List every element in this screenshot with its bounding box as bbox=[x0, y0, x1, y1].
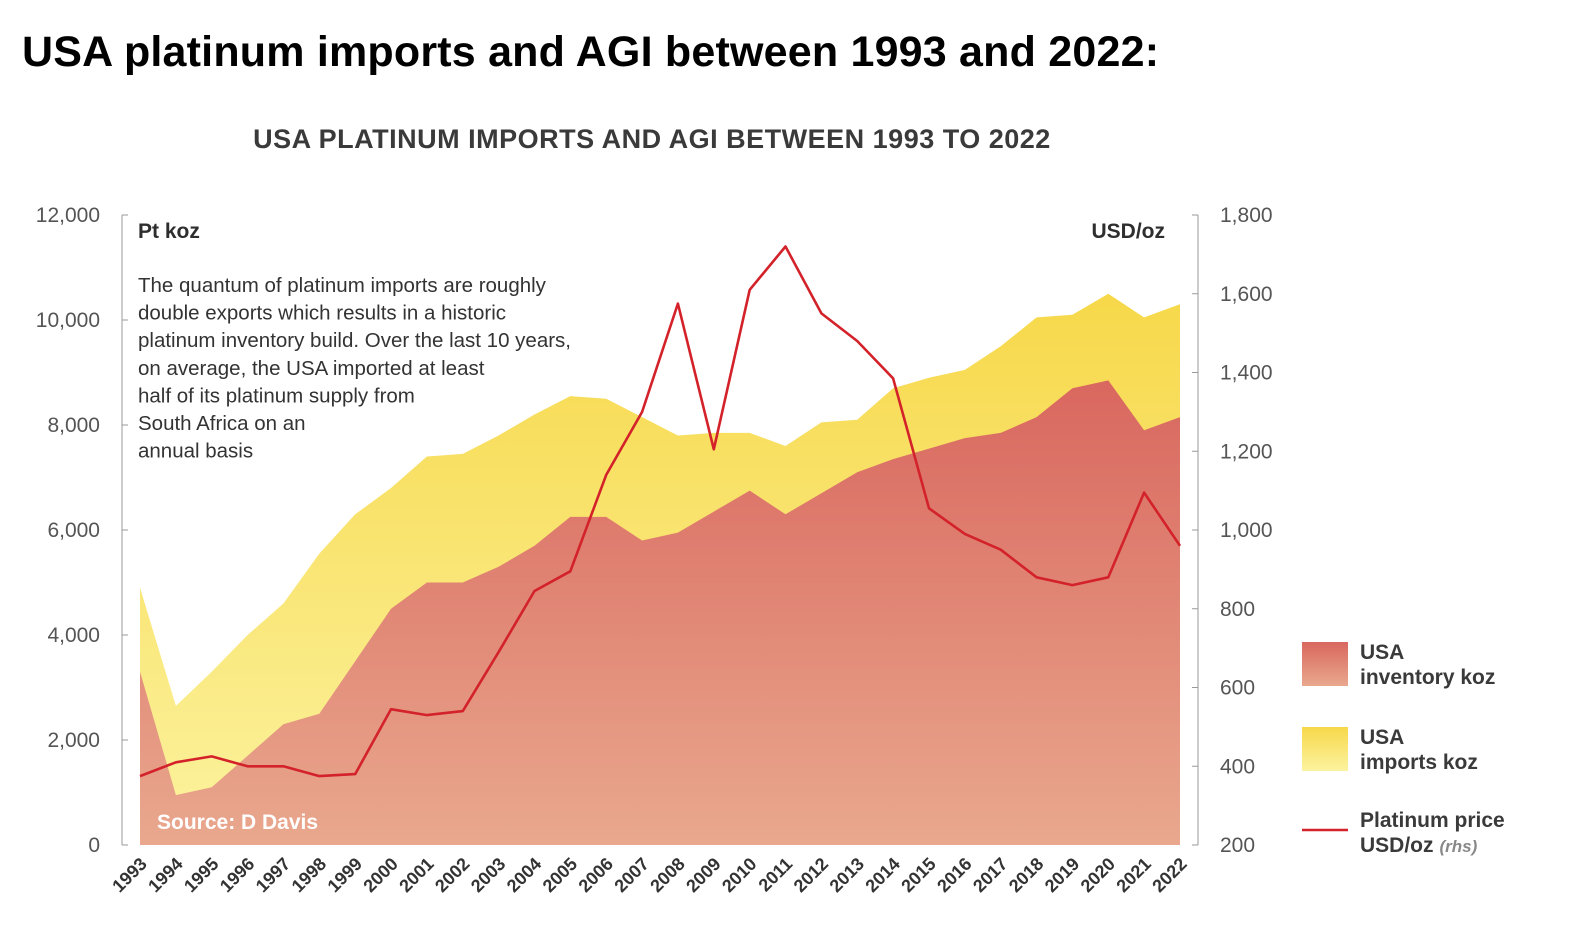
x-tick-label: 1999 bbox=[324, 854, 366, 896]
legend-rhs-suffix: (rhs) bbox=[1440, 837, 1478, 856]
legend-label: USD/oz (rhs) bbox=[1360, 834, 1478, 857]
left-tick-label: 12,000 bbox=[36, 204, 100, 227]
x-tick-label: 2001 bbox=[395, 854, 437, 896]
legend-label: imports koz bbox=[1360, 751, 1478, 774]
legend-label: inventory koz bbox=[1360, 666, 1495, 689]
price-line-group bbox=[139, 245, 1182, 778]
legend-label: USA bbox=[1360, 641, 1404, 664]
chart-annotation: The quantum of platinum imports are roug… bbox=[138, 274, 571, 463]
right-tick-label: 400 bbox=[1220, 755, 1255, 778]
left-tick-label: 8,000 bbox=[47, 414, 100, 437]
x-tick-label: 2008 bbox=[646, 854, 688, 896]
right-tick-label: 1,400 bbox=[1220, 362, 1273, 385]
x-tick-label: 2000 bbox=[359, 854, 401, 896]
chart-areas bbox=[140, 293, 1180, 845]
x-tick-label: 2003 bbox=[467, 854, 509, 896]
annotation-line: South Africa on an bbox=[138, 412, 306, 435]
x-tick-label: 2011 bbox=[755, 854, 797, 896]
chart-title: USA PLATINUM IMPORTS AND AGI BETWEEN 199… bbox=[253, 124, 1051, 154]
legend-swatch-inventory bbox=[1302, 642, 1348, 686]
right-tick-label: 1,600 bbox=[1220, 283, 1273, 306]
x-tick-label: 2016 bbox=[933, 854, 975, 896]
annotation-line: on average, the USA imported at least bbox=[138, 357, 485, 380]
right-tick-label: 200 bbox=[1220, 834, 1255, 857]
x-tick-label: 2020 bbox=[1077, 854, 1119, 896]
left-tick-label: 10,000 bbox=[36, 309, 100, 332]
page-title: USA platinum imports and AGI between 199… bbox=[22, 28, 1160, 76]
annotation-line: annual basis bbox=[138, 440, 253, 463]
x-tick-label: 2012 bbox=[790, 854, 832, 896]
right-axis-unit: USD/oz bbox=[1092, 220, 1166, 243]
inventory-area bbox=[140, 380, 1180, 845]
x-axis: 1993199419951996199719981999200020012002… bbox=[108, 854, 1190, 896]
annotation-line: half of its platinum supply from bbox=[138, 384, 415, 407]
x-tick-label: 2006 bbox=[575, 854, 617, 896]
x-tick-label: 1994 bbox=[144, 854, 186, 896]
x-tick-label: 2018 bbox=[1005, 854, 1047, 896]
x-tick-label: 1996 bbox=[216, 854, 258, 896]
x-tick-label: 2013 bbox=[826, 854, 868, 896]
x-tick-label: 2019 bbox=[1041, 854, 1083, 896]
annotation-line: double exports which results in a histor… bbox=[138, 302, 506, 325]
x-tick-label: 2007 bbox=[610, 854, 652, 896]
right-tick-label: 600 bbox=[1220, 677, 1255, 700]
x-tick-label: 1995 bbox=[180, 854, 222, 896]
left-axis: 0 2,000 4,000 6,000 8,000 10,000 12,000 bbox=[36, 204, 128, 857]
x-tick-label: 2014 bbox=[861, 854, 903, 896]
x-tick-label: 2004 bbox=[503, 854, 545, 896]
annotation-line: platinum inventory build. Over the last … bbox=[138, 329, 571, 352]
right-tick-label: 1,200 bbox=[1220, 440, 1273, 463]
annotation-line: The quantum of platinum imports are roug… bbox=[138, 274, 547, 297]
source-label: Source: D Davis bbox=[157, 811, 318, 834]
x-tick-label: 2009 bbox=[682, 854, 724, 896]
x-tick-label: 2021 bbox=[1113, 854, 1155, 896]
right-tick-label: 800 bbox=[1220, 598, 1255, 621]
price-line bbox=[139, 245, 1182, 778]
right-tick-label: 1,000 bbox=[1220, 519, 1273, 542]
right-tick-label: 1,800 bbox=[1220, 204, 1273, 227]
x-tick-label: 2015 bbox=[897, 854, 939, 896]
x-tick-label: 2017 bbox=[969, 854, 1011, 896]
left-tick-label: 6,000 bbox=[47, 519, 100, 542]
left-tick-label: 0 bbox=[88, 834, 100, 857]
left-tick-label: 4,000 bbox=[47, 624, 100, 647]
legend-label: USA bbox=[1360, 726, 1404, 749]
x-tick-label: 1998 bbox=[288, 854, 330, 896]
right-axis: 200 400 600 800 1,000 1,200 1,400 1,600 1,800 bbox=[1192, 204, 1273, 857]
left-axis-unit: Pt koz bbox=[138, 220, 200, 243]
x-tick-label: 2010 bbox=[718, 854, 760, 896]
legend-label: Platinum price bbox=[1360, 809, 1505, 832]
x-tick-label: 2002 bbox=[431, 854, 473, 896]
legend-swatch-imports bbox=[1302, 727, 1348, 771]
x-tick-label: 1993 bbox=[108, 854, 150, 896]
x-tick-label: 1997 bbox=[252, 854, 294, 896]
x-tick-label: 2005 bbox=[539, 854, 581, 896]
x-tick-label: 2022 bbox=[1148, 854, 1190, 896]
left-tick-label: 2,000 bbox=[47, 729, 100, 752]
